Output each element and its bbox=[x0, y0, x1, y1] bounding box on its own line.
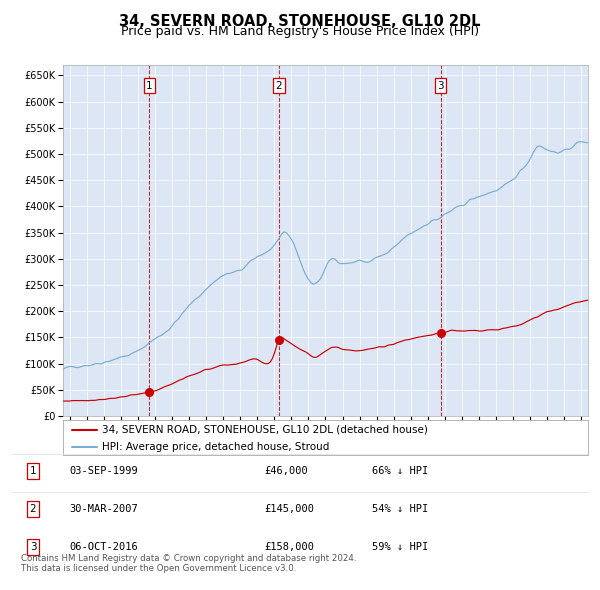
Text: 3: 3 bbox=[437, 81, 444, 91]
Text: 06-OCT-2016: 06-OCT-2016 bbox=[69, 542, 138, 552]
Text: 2: 2 bbox=[275, 81, 282, 91]
Text: £145,000: £145,000 bbox=[264, 504, 314, 514]
Text: Price paid vs. HM Land Registry's House Price Index (HPI): Price paid vs. HM Land Registry's House … bbox=[121, 25, 479, 38]
Text: 03-SEP-1999: 03-SEP-1999 bbox=[69, 467, 138, 476]
Text: 2: 2 bbox=[29, 504, 37, 514]
Text: 34, SEVERN ROAD, STONEHOUSE, GL10 2DL: 34, SEVERN ROAD, STONEHOUSE, GL10 2DL bbox=[119, 14, 481, 28]
Text: HPI: Average price, detached house, Stroud: HPI: Average price, detached house, Stro… bbox=[103, 442, 330, 451]
Text: 1: 1 bbox=[146, 81, 153, 91]
Text: Contains HM Land Registry data © Crown copyright and database right 2024.
This d: Contains HM Land Registry data © Crown c… bbox=[21, 554, 356, 573]
Text: 54% ↓ HPI: 54% ↓ HPI bbox=[372, 504, 428, 514]
Text: £46,000: £46,000 bbox=[264, 467, 308, 476]
Text: 1: 1 bbox=[29, 467, 37, 476]
Text: £158,000: £158,000 bbox=[264, 542, 314, 552]
Text: 66% ↓ HPI: 66% ↓ HPI bbox=[372, 467, 428, 476]
Text: 30-MAR-2007: 30-MAR-2007 bbox=[69, 504, 138, 514]
Text: 59% ↓ HPI: 59% ↓ HPI bbox=[372, 542, 428, 552]
Text: 3: 3 bbox=[29, 542, 37, 552]
Text: 34, SEVERN ROAD, STONEHOUSE, GL10 2DL (detached house): 34, SEVERN ROAD, STONEHOUSE, GL10 2DL (d… bbox=[103, 425, 428, 435]
